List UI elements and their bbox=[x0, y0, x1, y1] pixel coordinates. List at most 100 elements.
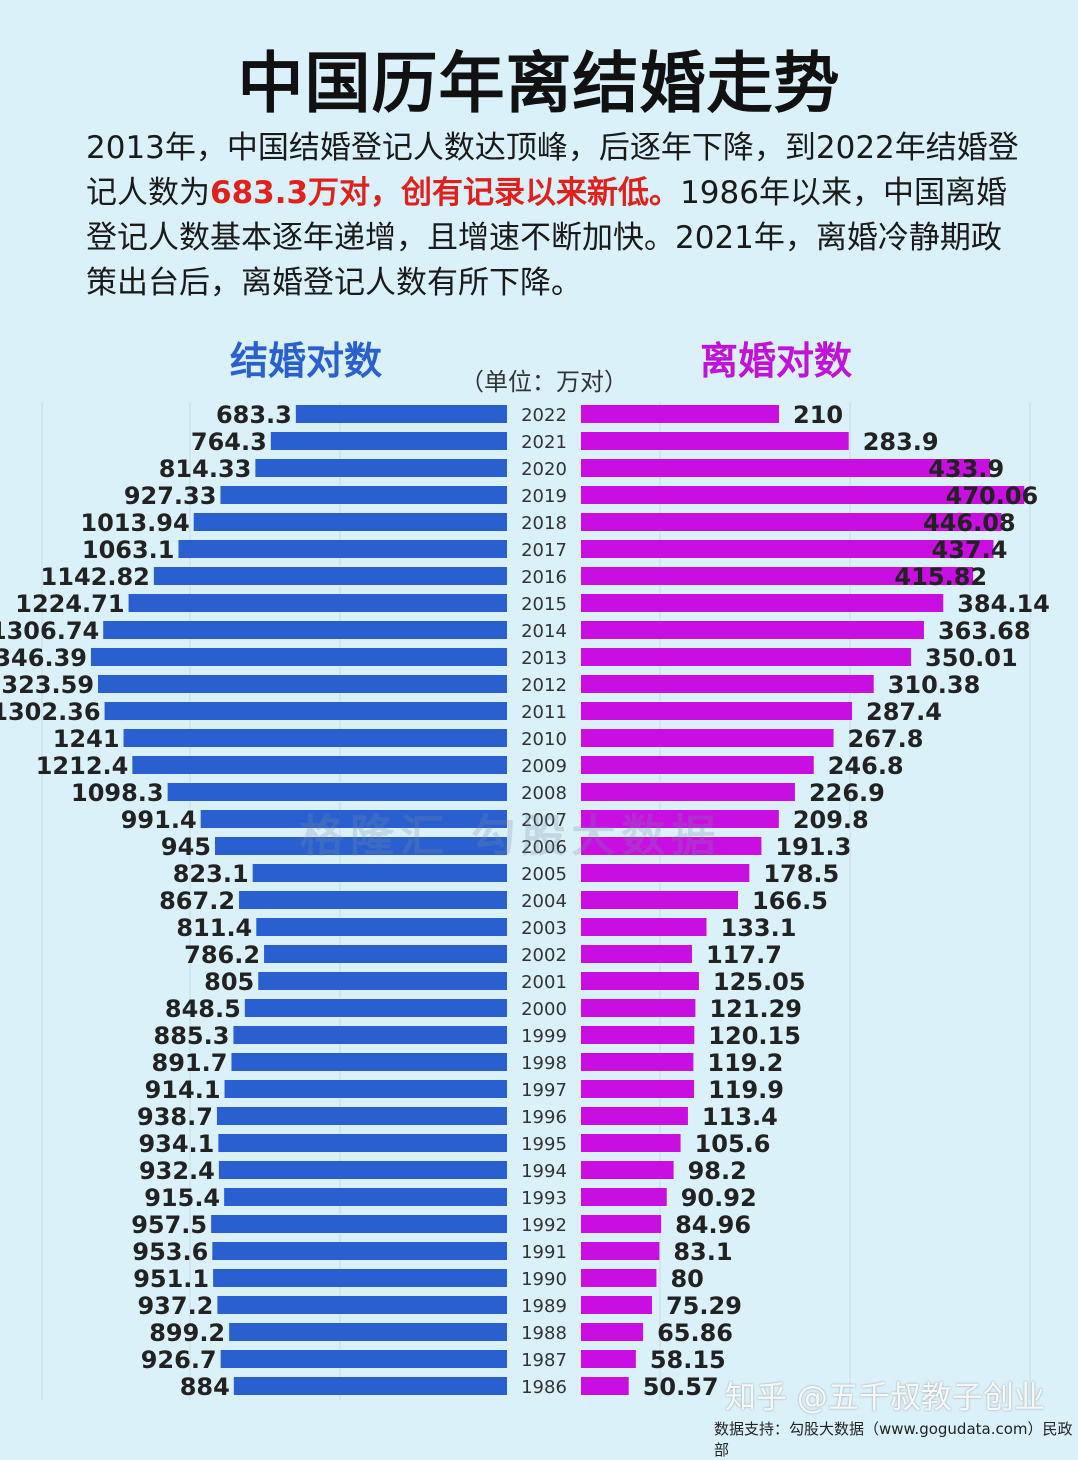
marriage-bar bbox=[214, 837, 507, 855]
divorce-bar bbox=[581, 1377, 629, 1395]
marriage-bar bbox=[200, 810, 507, 828]
marriage-value-label: 885.3 bbox=[154, 1022, 230, 1050]
divorce-bar bbox=[581, 675, 874, 693]
marriage-value-label: 1302.36 bbox=[0, 698, 101, 726]
marriage-bar bbox=[218, 1161, 507, 1179]
divorce-bar bbox=[581, 783, 795, 801]
divorce-bar bbox=[581, 459, 991, 477]
marriage-value-label: 932.4 bbox=[139, 1157, 215, 1185]
marriage-value-label: 951.1 bbox=[133, 1265, 209, 1293]
marriage-bar bbox=[258, 972, 507, 990]
marriage-value-label: 1098.3 bbox=[71, 779, 164, 807]
divorce-value-label: 287.4 bbox=[866, 698, 942, 726]
divorce-bar bbox=[581, 756, 814, 774]
year-label: 2013 bbox=[521, 648, 567, 669]
divorce-value-label: 384.14 bbox=[957, 590, 1050, 618]
divorce-value-label: 113.4 bbox=[702, 1103, 778, 1131]
marriage-value-label: 899.2 bbox=[149, 1319, 225, 1347]
marriage-bar bbox=[90, 648, 508, 666]
year-label: 1999 bbox=[521, 1026, 567, 1047]
year-label: 2004 bbox=[521, 891, 567, 912]
divorce-value-label: 415.82 bbox=[894, 563, 987, 591]
marriage-bar bbox=[252, 864, 507, 882]
divorce-value-label: 125.05 bbox=[713, 968, 806, 996]
year-label: 2007 bbox=[521, 810, 567, 831]
intro-highlight: 683.3万对，创有记录以来新低。 bbox=[210, 175, 681, 211]
divorce-bar bbox=[581, 1350, 636, 1368]
marriage-value-label: 814.33 bbox=[159, 455, 252, 483]
marriage-value-label: 1142.82 bbox=[41, 563, 150, 591]
year-label: 1988 bbox=[521, 1323, 567, 1344]
year-label: 2016 bbox=[521, 567, 567, 588]
marriage-bar bbox=[233, 1026, 507, 1044]
marriage-bar bbox=[211, 1215, 507, 1233]
divorce-value-label: 120.15 bbox=[708, 1022, 801, 1050]
marriage-bar bbox=[295, 405, 507, 423]
divorce-bar bbox=[581, 918, 707, 936]
divorce-bar bbox=[581, 864, 750, 882]
year-label: 2008 bbox=[521, 783, 567, 804]
divorce-bar bbox=[581, 1215, 662, 1233]
divorce-bar bbox=[581, 1242, 660, 1260]
year-label: 1992 bbox=[521, 1215, 567, 1236]
marriage-value-label: 957.5 bbox=[131, 1211, 207, 1239]
watermark: 格隆汇 勾股大数据 bbox=[300, 811, 722, 862]
marriage-value-label: 926.7 bbox=[141, 1346, 217, 1374]
year-label: 2014 bbox=[521, 621, 567, 642]
divorce-bar bbox=[581, 1053, 694, 1071]
divorce-value-label: 65.86 bbox=[657, 1319, 733, 1347]
marriage-bar bbox=[216, 1107, 507, 1125]
divorce-bar bbox=[581, 945, 692, 963]
marriage-value-label: 927.33 bbox=[124, 482, 217, 510]
source-note: 数据支持：勾股大数据（www.gogudata.com）民政部 bbox=[714, 1420, 1073, 1459]
divorce-value-label: 433.9 bbox=[928, 455, 1004, 483]
marriage-value-label: 1346.39 bbox=[0, 644, 87, 672]
divorce-value-label: 50.57 bbox=[643, 1373, 719, 1401]
marriage-bar bbox=[256, 918, 507, 936]
marriage-bar bbox=[123, 729, 507, 747]
divorce-bar bbox=[581, 648, 912, 666]
divorce-value-label: 209.8 bbox=[793, 806, 869, 834]
divorce-value-label: 80 bbox=[670, 1265, 703, 1293]
marriage-bar bbox=[244, 999, 507, 1017]
marriage-bar bbox=[255, 459, 507, 477]
divorce-value-label: 191.3 bbox=[775, 833, 851, 861]
divorce-value-label: 117.7 bbox=[706, 941, 782, 969]
divorce-bar bbox=[581, 729, 834, 747]
year-label: 1996 bbox=[521, 1107, 567, 1128]
year-label: 2010 bbox=[521, 729, 567, 750]
marriage-value-label: 891.7 bbox=[152, 1049, 228, 1077]
divorce-bar bbox=[581, 702, 853, 720]
divorce-bar bbox=[581, 1161, 674, 1179]
marriage-value-label: 934.1 bbox=[138, 1130, 214, 1158]
year-label: 2003 bbox=[521, 918, 567, 939]
marriage-bar bbox=[239, 891, 507, 909]
divorce-value-label: 310.38 bbox=[888, 671, 981, 699]
marriage-bar bbox=[233, 1377, 507, 1395]
marriage-bar bbox=[218, 1134, 507, 1152]
year-label: 2021 bbox=[521, 432, 567, 453]
marriage-bar bbox=[217, 1296, 507, 1314]
marriage-value-label: 884 bbox=[180, 1373, 230, 1401]
marriage-bar bbox=[231, 1053, 507, 1071]
marriage-value-label: 915.4 bbox=[144, 1184, 220, 1212]
marriage-bar bbox=[104, 702, 507, 720]
marriage-bar bbox=[193, 513, 507, 531]
divorce-value-label: 58.15 bbox=[650, 1346, 726, 1374]
divorce-bar bbox=[581, 1188, 667, 1206]
divorce-bar bbox=[581, 1296, 652, 1314]
marriage-bar bbox=[128, 594, 507, 612]
marriage-value-label: 1224.71 bbox=[15, 590, 124, 618]
marriage-value-label: 805 bbox=[204, 968, 254, 996]
year-label: 1995 bbox=[521, 1134, 567, 1155]
year-label: 2009 bbox=[521, 756, 567, 777]
divorce-value-label: 226.9 bbox=[809, 779, 885, 807]
marriage-heading: 结婚对数 bbox=[230, 339, 383, 383]
divorce-heading: 离婚对数 bbox=[700, 339, 853, 383]
divorce-bar bbox=[581, 486, 1025, 504]
year-label: 1987 bbox=[521, 1350, 567, 1371]
marriage-value-label: 811.4 bbox=[176, 914, 252, 942]
marriage-bar bbox=[103, 621, 507, 639]
marriage-value-label: 683.3 bbox=[216, 401, 292, 429]
